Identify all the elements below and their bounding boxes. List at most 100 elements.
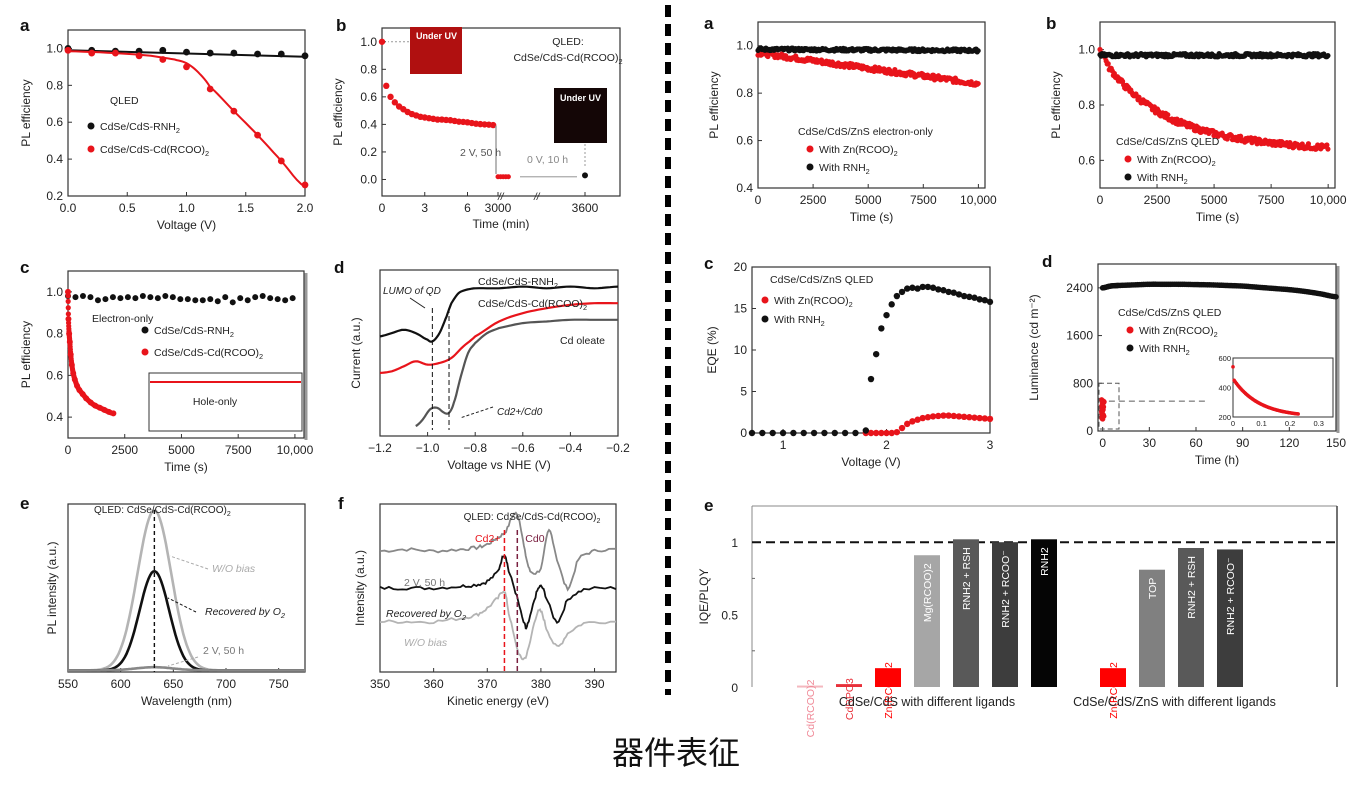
- y-tick-label: 0.5: [721, 609, 738, 623]
- data-point: [872, 350, 880, 358]
- data-point: [64, 46, 72, 54]
- data-point: [88, 49, 96, 57]
- data-point: [65, 305, 71, 311]
- data-point: [237, 295, 244, 302]
- panel-label: c: [704, 254, 714, 273]
- x-tick-label: 1.5: [237, 201, 254, 215]
- x-tick-label: 2.0: [297, 201, 314, 215]
- arrow-line: [169, 555, 209, 570]
- x-axis-label: Voltage (V): [157, 218, 216, 232]
- inset-data-point: [1296, 412, 1300, 416]
- data-point: [981, 415, 989, 422]
- data-point: [1099, 397, 1105, 403]
- x-tick-label: 1.0: [178, 201, 195, 215]
- x-tick-label: 370: [477, 677, 497, 691]
- marker-label: Cd2+: [475, 533, 500, 545]
- marker-label: Cd0: [525, 533, 544, 545]
- data-point: [1165, 112, 1171, 118]
- data-point: [94, 297, 101, 304]
- y-tick-label: 0.8: [360, 62, 377, 76]
- data-point: [769, 429, 776, 437]
- subscript: 2: [259, 352, 263, 361]
- data-point: [183, 63, 190, 71]
- y-tick-label: 1: [731, 536, 738, 550]
- panel-label: b: [1046, 14, 1057, 33]
- data-point: [383, 82, 390, 90]
- legend-label: CdSe/CdS-RNH2: [100, 121, 180, 135]
- inset-frame: [1232, 357, 1334, 418]
- y-tick-label: 15: [734, 302, 748, 316]
- data-point: [65, 289, 71, 295]
- x-tick-label: 7500: [225, 443, 252, 457]
- data-point: [192, 297, 199, 304]
- annotation: 2 V, 50 h: [460, 147, 501, 159]
- y-tick-label: 0.6: [1078, 153, 1095, 167]
- series-label: Recovered by O2: [386, 608, 466, 622]
- chart-svg: 0 2500 5000 7500 10,000 0.4 0.6 0.8 1.0 Time (s) P…: [707, 21, 997, 224]
- legend-label: With RNH2: [774, 314, 825, 328]
- y-tick-label: 1.0: [46, 41, 63, 55]
- subscript: 2: [205, 149, 209, 158]
- chart-svg: −1.2 −1.0 −0.8 −0.6 −0.4 −0.2 Voltage vs NHE (…: [349, 269, 630, 472]
- y-tick-label: 0.8: [46, 78, 63, 92]
- y-tick-label: 2400: [1066, 281, 1093, 295]
- y-tick-label: 1.0: [360, 35, 377, 49]
- y-tick-label: 10: [734, 343, 748, 357]
- data-point: [206, 49, 214, 57]
- data-point: [162, 293, 169, 300]
- data-point: [893, 428, 901, 436]
- data-point: [65, 311, 71, 317]
- data-point: [919, 414, 926, 422]
- annotation: LUMO of QD: [383, 286, 441, 297]
- data-point: [821, 429, 828, 437]
- x-tick-label: 0: [1097, 193, 1104, 207]
- y-axis-label: PL efficiency: [707, 71, 721, 138]
- data-point: [1238, 133, 1244, 139]
- subscript: 2: [227, 511, 231, 518]
- x-tick-label: 2500: [111, 443, 138, 457]
- data-point: [135, 52, 143, 60]
- x-tick-label: 700: [216, 677, 236, 691]
- data-point: [207, 296, 214, 303]
- data-point: [878, 429, 885, 437]
- panel-right-d: 0 30 60 90 120 150 0 800 1600 2400 Time (h) Luminan…: [1010, 240, 1352, 480]
- bar-label: RNH2 + RCOO⁻: [1225, 557, 1237, 635]
- data-point: [986, 298, 994, 306]
- data-point: [790, 429, 797, 437]
- data-point: [945, 288, 952, 296]
- series-label: 2 V, 50 h: [203, 645, 244, 657]
- data-point: [852, 429, 859, 437]
- data-point: [254, 50, 261, 58]
- data-point: [800, 429, 807, 437]
- data-point: [65, 316, 72, 322]
- series-line: [415, 318, 618, 427]
- data-point: [935, 286, 942, 293]
- data-point: [862, 427, 870, 434]
- data-point: [966, 414, 973, 421]
- data-point: [230, 49, 238, 57]
- data-point: [252, 294, 259, 301]
- bar: [1178, 547, 1204, 687]
- legend-marker: [761, 315, 769, 323]
- legend-marker: [1124, 155, 1132, 163]
- series-line: [379, 590, 616, 661]
- bar: [914, 555, 940, 687]
- y-tick-label: 0.8: [1078, 98, 1095, 112]
- bar-label: Mg(RCOO)2: [922, 563, 934, 622]
- x-axis-label: Wavelength (nm): [141, 694, 232, 708]
- data-point: [867, 429, 875, 437]
- data-point: [87, 294, 94, 301]
- data-point: [254, 131, 261, 139]
- bar-label: RNH2 + RCOO⁻: [1000, 550, 1012, 628]
- data-point: [230, 107, 238, 115]
- data-point: [301, 181, 309, 189]
- data-point: [391, 99, 399, 106]
- legend-marker: [141, 348, 149, 356]
- legend-marker: [87, 122, 95, 130]
- panel-label: d: [334, 258, 345, 277]
- data-point: [904, 420, 911, 428]
- legend-label: With Zn(RCOO)2: [819, 144, 898, 158]
- data-point: [878, 325, 885, 332]
- axis-break: //: [533, 192, 541, 203]
- y-tick-label: 0.2: [360, 145, 377, 159]
